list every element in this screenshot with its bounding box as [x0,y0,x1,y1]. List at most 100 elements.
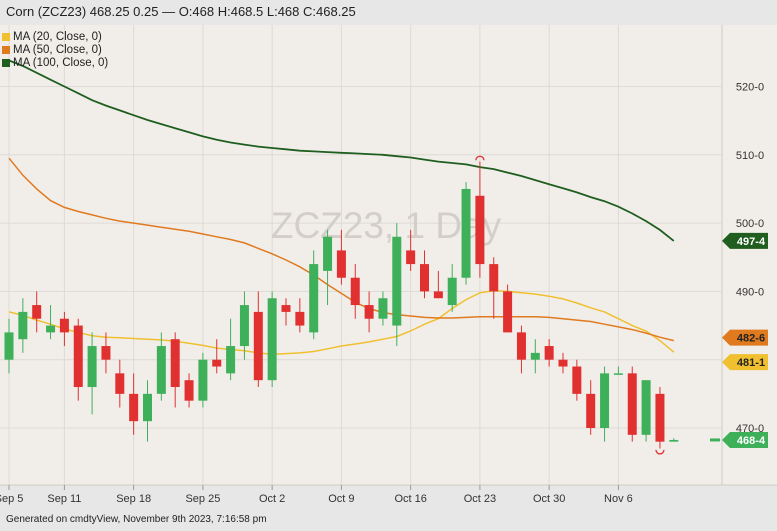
footer-note: Generated on cmdtyView, November 9th 202… [6,514,267,525]
legend-item-ma100[interactable]: MA (100, Close, 0) [0,56,108,69]
candle-body [613,373,623,375]
legend-label: MA (100, Close, 0) [13,56,109,69]
candle [143,380,152,442]
ma-line [8,59,675,242]
candle [295,298,305,333]
quote-header: Corn (ZCZ23) 468.25 0.25 — O:468 H:468.5… [6,4,356,19]
x-tick-label: Sep 18 [116,493,151,505]
candle-body [129,393,139,422]
candle-body [156,346,166,394]
markers [475,155,665,455]
candle [364,291,374,333]
candle-body [350,277,360,306]
candle [530,339,540,374]
price-label-box [722,232,768,249]
candle-body [323,236,333,271]
legend-item-ma20[interactable]: MA (20, Close, 0) [0,30,108,43]
candle [613,366,623,375]
last-price-stub [710,438,720,442]
legend-swatch [2,58,10,67]
candle-body [433,291,443,299]
candle [18,298,28,353]
candle [73,318,83,401]
candle [115,359,125,408]
price-label: 468-4 [722,431,768,448]
candle-body [392,236,402,326]
x-axis: Sep 5 Sep 11 Sep 18 Sep 25 Oct 2 Oct 9 Oct 16 O… [0,485,633,505]
price-label: 497-4 [722,232,768,249]
candle [558,352,568,374]
candle-body [447,277,457,306]
candle-body [295,311,305,326]
candle [198,352,208,408]
candle-body [558,359,568,367]
extreme-marker [475,155,485,161]
candle-body [655,393,665,442]
candle [461,182,471,285]
candle-body [336,250,346,278]
ma-line [8,157,674,342]
candle-body [115,373,125,394]
candle [4,318,14,374]
candle [253,291,263,388]
ma-line [8,289,675,355]
candle-body [669,439,679,442]
candle-body [253,311,263,381]
x-tick-label: Oct 16 [394,493,426,505]
x-tick-label: Oct 9 [328,493,354,505]
candle [101,332,111,374]
candle [378,291,388,326]
candle [433,270,443,299]
candle-body [87,346,97,388]
candle-body [641,380,651,435]
candle-body [212,359,222,367]
y-tick-label: 520-0 [736,82,764,94]
candle [655,387,665,449]
price-label: 482-6 [722,329,768,346]
x-tick-label: Oct 30 [533,493,565,505]
price-label: 481-1 [722,354,768,371]
candle [212,339,222,374]
legend-swatch [2,45,10,54]
candle [281,298,291,326]
candle [516,325,526,374]
legend: MA (20, Close, 0) MA (50, Close, 0) MA (… [0,30,108,69]
candle [336,229,346,285]
candle-body [101,346,111,360]
candle [267,291,277,388]
x-tick-label: Sep 5 [0,493,23,505]
x-tick-label: Sep 11 [47,493,81,505]
candle-body [364,305,374,319]
candle-body [530,352,540,360]
x-tick-label: Oct 23 [464,493,496,505]
candle [184,373,194,408]
candle [475,161,485,278]
plot-background [0,25,722,485]
candle [350,264,360,319]
candle [392,223,402,347]
candle [170,332,180,408]
candle-body [461,188,471,278]
candle-body [475,195,485,265]
candle-body [281,305,291,312]
moving-averages [8,59,675,355]
x-tick-label: Sep 25 [185,493,220,505]
legend-item-ma50[interactable]: MA (50, Close, 0) [0,43,108,56]
candle-body [4,332,14,360]
candle-body [18,311,28,340]
candle [669,438,679,442]
candle [420,250,429,299]
price-labels: 497-4 482-6 481-1 468-4 [710,232,768,448]
candle-body [198,359,208,401]
price-label-text: 497-4 [737,236,766,248]
candle-body [226,346,236,374]
candle-body [46,325,56,333]
candle [323,229,333,306]
candle-body [184,380,194,401]
candle [503,284,513,333]
candle-body [600,373,610,428]
candle-body [503,291,513,333]
candle-body [544,346,554,360]
